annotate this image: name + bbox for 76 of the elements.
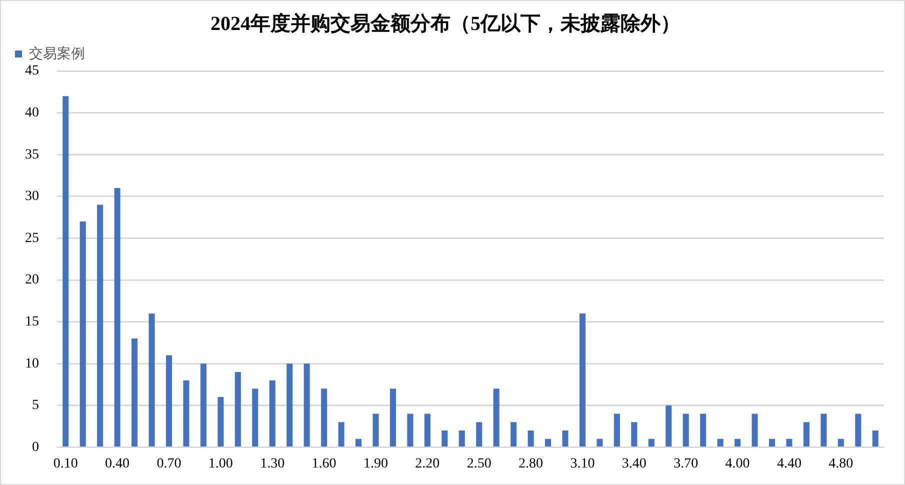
- bar: [820, 414, 827, 446]
- bar: [132, 338, 138, 446]
- bar: [458, 430, 465, 446]
- y-tick-label: 20: [25, 272, 39, 288]
- bar: [803, 422, 810, 446]
- bar: [614, 414, 620, 446]
- bar: [734, 438, 741, 446]
- x-tick-label: 2.20: [415, 456, 440, 472]
- bar: [648, 438, 654, 446]
- x-tick-label: 3.10: [570, 456, 595, 472]
- y-tick-label: 25: [25, 230, 39, 246]
- bar: [62, 96, 69, 446]
- y-tick-label: 15: [25, 314, 39, 330]
- y-tick-label: 0: [32, 440, 39, 455]
- bar: [80, 221, 86, 446]
- bar: [855, 414, 862, 446]
- bar: [631, 422, 638, 446]
- bar: [200, 364, 206, 446]
- chart-title: 2024年度并购交易金额分布（5亿以下，未披露除外）: [210, 12, 680, 36]
- x-tick-label: 2.50: [466, 456, 492, 472]
- x-tick-label: 0.10: [53, 456, 78, 472]
- x-tick-label: 0.40: [105, 456, 130, 472]
- bar: [218, 397, 224, 446]
- bar: [596, 438, 603, 446]
- bar: [424, 414, 430, 446]
- bar: [355, 438, 362, 446]
- bar: [338, 422, 344, 446]
- x-tick-label: 4.00: [725, 456, 750, 472]
- bar: [372, 414, 379, 446]
- bar: [269, 380, 276, 446]
- bar: [768, 438, 776, 446]
- x-tick-label: 4.40: [776, 456, 802, 472]
- x-tick-label: 0.70: [156, 456, 182, 472]
- bar: [510, 422, 517, 446]
- y-tick-label: 30: [25, 189, 39, 204]
- bar: [872, 430, 878, 446]
- x-tick-label: 2.80: [518, 456, 544, 472]
- bar: [545, 438, 552, 446]
- y-tick-label: 45: [25, 64, 39, 79]
- bar: [579, 313, 586, 446]
- bar: [183, 380, 190, 446]
- bar: [321, 388, 328, 446]
- bar: [148, 313, 155, 446]
- bar: [114, 188, 120, 446]
- bar: [786, 438, 792, 446]
- bar: [493, 388, 500, 446]
- bar: [752, 414, 758, 446]
- y-tick-label: 5: [32, 398, 39, 414]
- bar: [528, 430, 534, 446]
- y-tick-label: 40: [25, 105, 39, 120]
- x-tick-label: 1.00: [208, 456, 233, 472]
- bar: [97, 204, 104, 446]
- x-tick-label: 1.30: [260, 456, 285, 472]
- x-tick-label: 1.90: [363, 456, 388, 472]
- bar: [234, 372, 241, 446]
- x-tick-label: 3.40: [622, 456, 646, 472]
- x-tick-label: 3.70: [674, 456, 698, 472]
- bar: [700, 414, 706, 446]
- legend-label: 交易案例: [29, 44, 85, 61]
- bar: [666, 405, 672, 446]
- bar: [286, 364, 293, 446]
- bar: [252, 388, 258, 446]
- bar: [442, 430, 448, 446]
- bar: [166, 355, 172, 446]
- bar: [304, 364, 310, 446]
- bar: [717, 438, 724, 446]
- bar: [562, 430, 568, 446]
- bar: [390, 388, 396, 446]
- bar: [682, 414, 689, 446]
- bar: [407, 414, 414, 446]
- y-tick-label: 10: [25, 356, 39, 372]
- bar: [838, 438, 844, 446]
- y-tick-label: 35: [25, 147, 39, 162]
- bar: [476, 422, 482, 446]
- x-tick-label: 4.80: [828, 456, 854, 472]
- x-tick-label: 1.60: [312, 456, 336, 472]
